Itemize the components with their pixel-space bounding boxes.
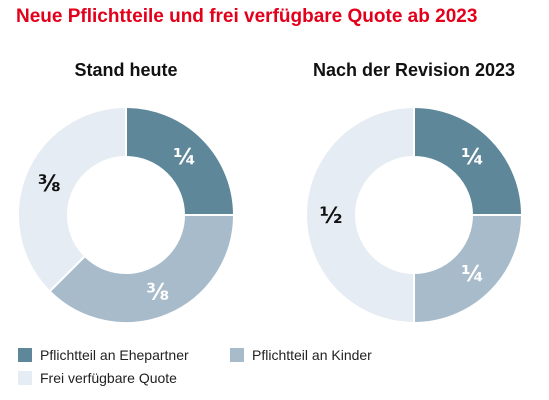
- slice-label-revision-2023-frei-verf-gbare-quote: ½: [320, 204, 343, 229]
- legend-item-frei: Frei verfügbare Quote: [18, 370, 177, 386]
- donut-slice-stand-heute-pflichtteil-an-ehepartner: [125, 105, 236, 216]
- legend-label-kinder: Pflichtteil an Kinder: [252, 347, 372, 363]
- donut-slice-revision-2023-frei-verf-gbare-quote: [305, 105, 415, 325]
- legend-item-kinder: Pflichtteil an Kinder: [230, 347, 372, 363]
- legend-item-ehepartner: Pflichtteil an Ehepartner: [18, 347, 189, 363]
- legend-swatch-ehepartner: [18, 348, 32, 362]
- donut-slice-stand-heute-frei-verf-gbare-quote: [17, 105, 127, 293]
- slice-label-stand-heute-pflichtteil-an-kinder: ⅜: [146, 281, 169, 306]
- legend-swatch-kinder: [230, 348, 244, 362]
- chart-title-stand-heute: Stand heute: [74, 60, 178, 80]
- page-title: Neue Pflichtteile und frei verfügbare Qu…: [16, 6, 478, 27]
- donut-slice-revision-2023-pflichtteil-an-ehepartner: [413, 105, 524, 216]
- donut-slice-stand-heute-pflichtteil-an-kinder: [48, 214, 236, 324]
- legend-label-frei: Frei verfügbare Quote: [40, 370, 177, 386]
- slice-label-stand-heute-pflichtteil-an-ehepartner: ¼: [173, 145, 196, 170]
- donut-slice-revision-2023-pflichtteil-an-kinder: [413, 214, 524, 325]
- slice-label-revision-2023-pflichtteil-an-kinder: ¼: [461, 263, 484, 288]
- slice-label-stand-heute-frei-verf-gbare-quote: ⅜: [38, 172, 61, 197]
- chart-title-nach-revision: Nach der Revision 2023: [312, 60, 516, 80]
- donut-charts: ¼ ⅜ ⅜ ¼ ¼ ½: [17, 105, 524, 325]
- slice-label-revision-2023-pflichtteil-an-ehepartner: ¼: [461, 145, 484, 170]
- legend-label-ehepartner: Pflichtteil an Ehepartner: [40, 347, 189, 363]
- legend-swatch-frei: [18, 371, 32, 385]
